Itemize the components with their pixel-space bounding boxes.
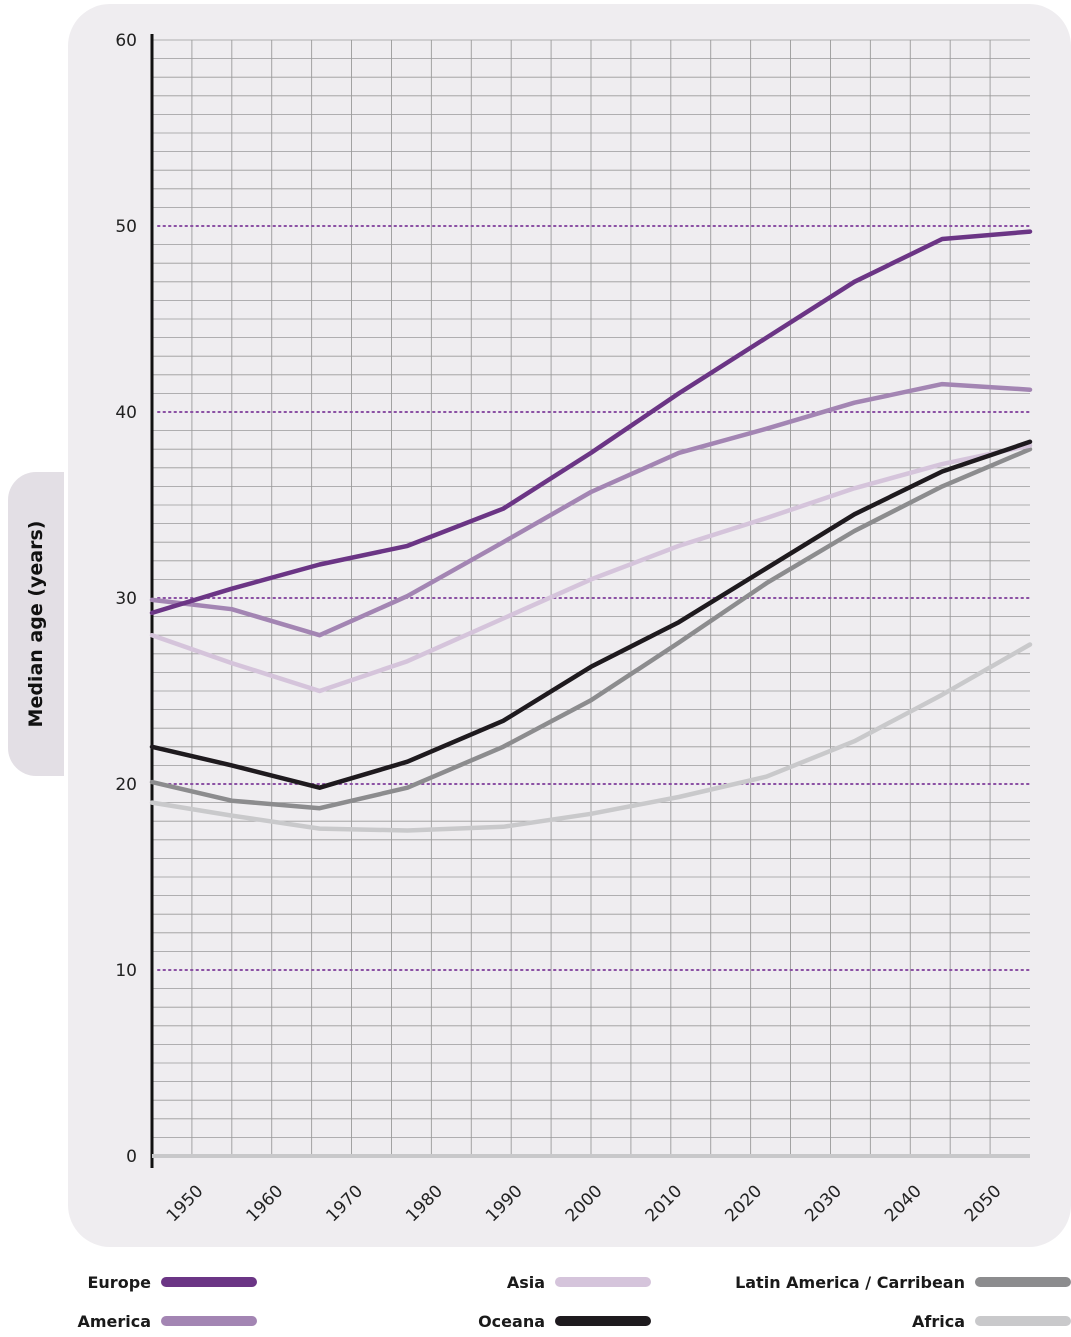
- legend-item-america: America: [77, 1310, 257, 1332]
- chart-panel: [68, 4, 1071, 1247]
- legend-label: Latin America / Carribean: [735, 1272, 965, 1292]
- y-tick-label: 50: [115, 217, 137, 237]
- series-lines: [149, 229, 1033, 833]
- y-tick-label: 20: [115, 775, 137, 795]
- x-tick-label: 1980: [402, 1181, 447, 1226]
- x-tick-label: 1990: [482, 1181, 527, 1226]
- y-tick-label: 10: [115, 961, 137, 981]
- legend-item-africa: Africa: [912, 1310, 1071, 1332]
- legend-swatch: [975, 1277, 1071, 1287]
- x-tick-label: 1950: [163, 1181, 208, 1226]
- legend-swatch: [975, 1316, 1071, 1326]
- legend-label: Oceana: [478, 1311, 545, 1331]
- y-tick-label: 60: [115, 31, 137, 51]
- series-line-oceana: [149, 439, 1033, 790]
- legend-item-oceana: Oceana: [478, 1310, 651, 1332]
- legend-label: Africa: [912, 1311, 965, 1331]
- legend-label: Europe: [87, 1272, 151, 1292]
- x-tick-labels: 1950 1960 1970 1980 1990 2000 2010 2020 2030 2040…: [163, 1181, 1006, 1226]
- legend-swatch: [161, 1277, 257, 1287]
- series-line-latin-america-carribean: [149, 446, 1033, 811]
- legend-item-asia: Asia: [507, 1271, 651, 1293]
- x-tick-label: 2030: [801, 1181, 846, 1226]
- series-line-africa: [149, 642, 1033, 833]
- y-tick-labels: 0 10 20 30 40 50 60: [115, 31, 137, 1167]
- x-tick-label: 2000: [562, 1181, 607, 1226]
- legend-swatch: [161, 1316, 257, 1326]
- x-tick-label: 2040: [881, 1181, 926, 1226]
- legend-swatch: [555, 1316, 651, 1326]
- y-tick-label: 40: [115, 403, 137, 423]
- y-tick-label: 30: [115, 589, 137, 609]
- series-line-asia: [149, 443, 1033, 694]
- x-tick-label: 2050: [961, 1181, 1006, 1226]
- legend-label: America: [77, 1311, 151, 1331]
- legend-label: Asia: [506, 1272, 545, 1292]
- grid: [152, 39, 1030, 1156]
- legend-swatch: [555, 1277, 651, 1287]
- series-line-europe: [149, 229, 1033, 616]
- x-tick-label: 1970: [322, 1181, 367, 1226]
- x-tick-label: 2020: [721, 1181, 766, 1226]
- legend-item-latin-america-carribean: Latin America / Carribean: [735, 1271, 1071, 1293]
- legend-item-europe: Europe: [87, 1271, 257, 1293]
- y-axis-label-tab: [8, 472, 64, 776]
- x-tick-label: 2010: [642, 1181, 687, 1226]
- y-tick-label: 0: [126, 1147, 137, 1167]
- x-tick-label: 1960: [243, 1181, 288, 1226]
- series-line-america: [149, 381, 1033, 638]
